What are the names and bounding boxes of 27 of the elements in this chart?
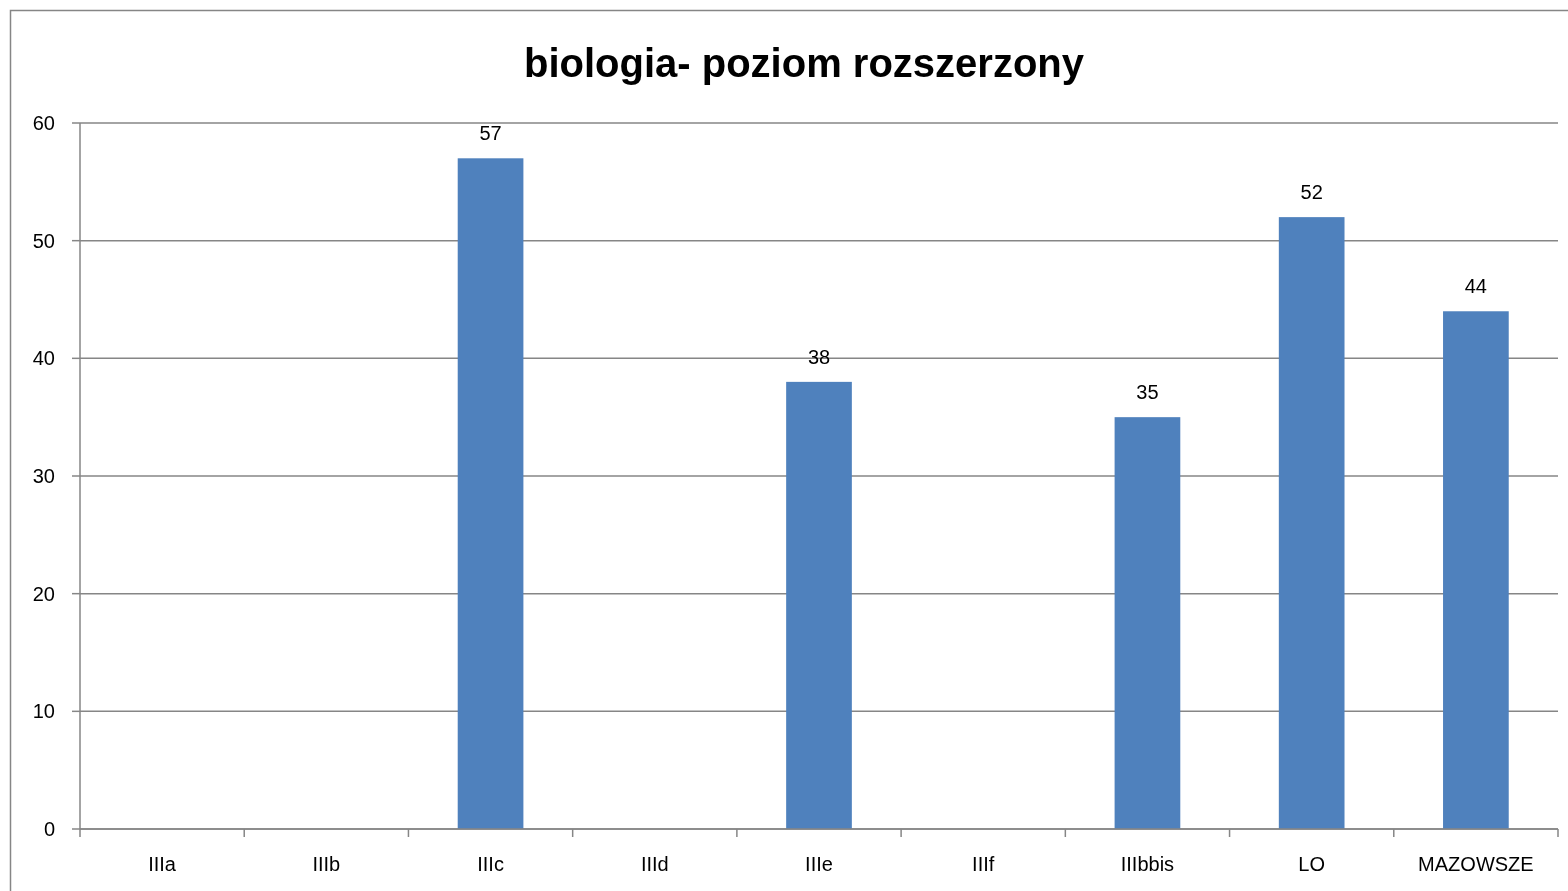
x-tick-label: IIIa	[148, 853, 177, 875]
x-tick-label: IIIf	[972, 853, 995, 875]
y-tick-label: 20	[32, 582, 55, 605]
data-label: 38	[807, 345, 831, 368]
y-tick-label: 40	[32, 347, 55, 370]
x-tick-label: IIIb	[312, 853, 341, 875]
data-label: 35	[1136, 381, 1159, 404]
bar	[786, 381, 852, 829]
bar	[1278, 217, 1345, 829]
data-label: 57	[479, 122, 502, 145]
y-tick-label: 0	[43, 818, 55, 840]
y-tick-label: 60	[32, 112, 55, 134]
x-tick-label: IIIc	[477, 853, 504, 875]
y-tick-label: 50	[32, 229, 55, 252]
x-tick-label: IIId	[640, 853, 669, 875]
data-label: 44	[1464, 275, 1488, 298]
data-label: 52	[1300, 181, 1323, 204]
bar	[1443, 311, 1509, 829]
bar	[457, 158, 524, 829]
y-tick-label: 10	[32, 700, 55, 723]
y-tick-label: 30	[32, 465, 55, 487]
x-tick-label: IIIe	[805, 853, 833, 875]
x-tick-label: MAZOWSZE	[1418, 853, 1534, 875]
x-tick-label: IIIbbis	[1120, 853, 1175, 875]
chart-title: biologia- poziom rozszerzony	[523, 41, 1085, 85]
x-tick-label: LO	[1298, 853, 1326, 875]
bar	[1114, 417, 1181, 829]
